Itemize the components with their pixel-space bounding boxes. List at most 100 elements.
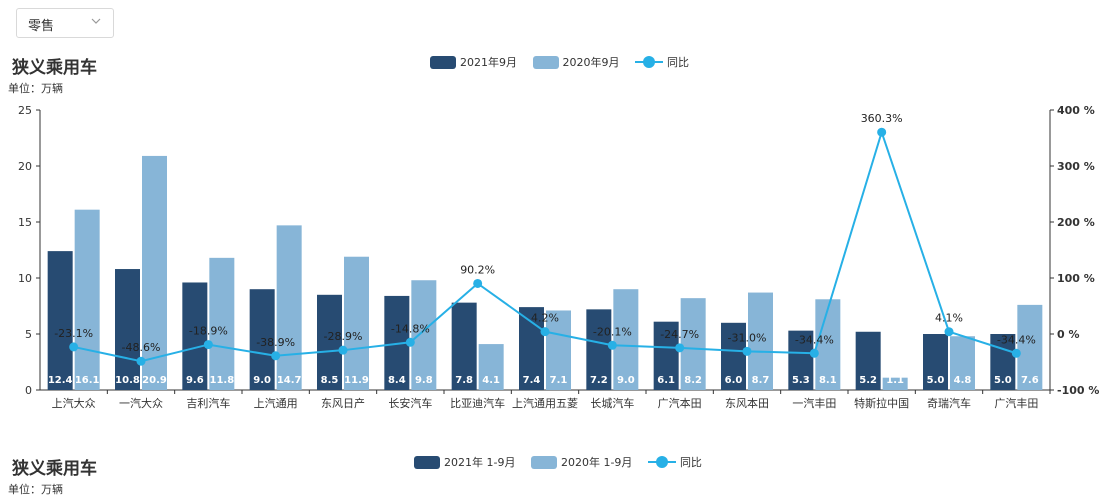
- legend-item[interactable]: 同比: [647, 454, 702, 470]
- bar-value-label: 12.4: [48, 375, 73, 386]
- y2-tick-label: 400 %: [1057, 104, 1095, 117]
- x-tick-label: 一汽丰田: [792, 396, 836, 410]
- bar-2021: [586, 309, 612, 390]
- bar-2021: [990, 334, 1016, 390]
- yoy-data-label: -34.4%: [997, 333, 1036, 346]
- bar-2020: [680, 298, 706, 390]
- yoy-data-label: 360.3%: [861, 112, 903, 125]
- y2-tick-label: 100 %: [1057, 272, 1095, 285]
- bar-2020: [815, 299, 841, 390]
- legend-line-marker: [647, 456, 676, 468]
- legend-label: 2021年 1-9月: [444, 456, 516, 469]
- yoy-point: [540, 327, 550, 337]
- bar-value-label: 1.1: [886, 375, 904, 386]
- yoy-point: [1011, 348, 1021, 358]
- bar-2021: [653, 321, 679, 390]
- bar-value-label: 5.0: [927, 375, 945, 386]
- select-value: 零售: [28, 19, 55, 34]
- y2-tick-label: 0 %: [1057, 328, 1080, 341]
- bar-value-label: 6.0: [725, 375, 743, 386]
- bar-value-label: 8.7: [752, 375, 770, 386]
- bar-2020: [546, 310, 571, 390]
- x-tick-label: 长城汽车: [590, 396, 634, 410]
- legend-label: 2020年 1-9月: [560, 456, 633, 469]
- bar-2021: [182, 282, 208, 390]
- bar-2020: [882, 377, 908, 390]
- bar-value-label: 20.9: [142, 375, 167, 386]
- yoy-point: [405, 337, 415, 347]
- y2-tick-label: -100 %: [1057, 384, 1099, 397]
- yoy-point: [473, 278, 483, 288]
- legend-item[interactable]: 2020年9月: [532, 54, 620, 70]
- bar-value-label: 9.0: [617, 375, 635, 386]
- yoy-data-label: -18.9%: [189, 325, 228, 338]
- chevron-down-icon: [91, 18, 101, 24]
- bar-2021: [47, 251, 73, 390]
- legend-label: 2020年9月: [562, 56, 620, 69]
- yoy-data-label: 90.2%: [460, 263, 495, 276]
- bar-2020: [478, 344, 504, 390]
- bar-value-label: 8.2: [684, 375, 702, 386]
- bar-2021: [115, 269, 140, 390]
- x-tick-label: 特斯拉中国: [854, 396, 909, 410]
- yoy-point: [203, 340, 213, 350]
- y-tick-label: 20: [18, 160, 32, 173]
- bar-value-label: 5.3: [792, 375, 810, 386]
- bar-value-label: 9.8: [415, 375, 433, 386]
- bar-value-label: 8.5: [321, 375, 339, 386]
- yoy-point: [607, 340, 617, 350]
- sales-type-select[interactable]: 零售: [16, 8, 114, 38]
- yoy-point: [675, 343, 685, 353]
- bar-2020: [1017, 304, 1043, 390]
- bar-value-label: 4.8: [954, 375, 972, 386]
- yoy-data-label: -48.6%: [122, 341, 161, 354]
- y-tick-label: 0: [25, 384, 32, 397]
- bar-2021: [249, 289, 275, 390]
- legend-label: 2021年9月: [460, 56, 517, 69]
- bar-value-label: 7.4: [523, 375, 541, 386]
- bar-2021: [855, 331, 881, 390]
- bar-value-label: 4.1: [482, 375, 500, 386]
- yoy-point: [742, 346, 752, 356]
- y-tick-label: 5: [25, 328, 32, 341]
- yoy-data-label: 4.1%: [935, 312, 963, 325]
- chart-title: 狭义乘用车: [12, 58, 97, 78]
- x-tick-label: 一汽大众: [119, 396, 163, 410]
- legend-swatch: [530, 455, 557, 469]
- bar-2020: [950, 336, 975, 390]
- yoy-data-label: -23.1%: [54, 327, 93, 340]
- yoy-point: [877, 127, 887, 137]
- bar-value-label: 8.4: [388, 375, 406, 386]
- x-tick-label: 长安汽车: [388, 396, 432, 410]
- bar-value-label: 7.1: [550, 375, 568, 386]
- x-tick-label: 广汽本田: [658, 396, 702, 410]
- legend-item[interactable]: 2021年9月: [430, 54, 517, 70]
- legend-item[interactable]: 2020年 1-9月: [530, 454, 633, 470]
- chart-legend: 2021年9月 2020年9月 同比: [430, 54, 701, 70]
- yoy-data-label: -31.0%: [728, 331, 767, 344]
- bar-2020: [276, 225, 302, 390]
- yoy-data-label: -14.8%: [391, 322, 430, 335]
- x-tick-label: 奇瑞汽车: [927, 396, 971, 410]
- bar-value-label: 9.6: [186, 375, 204, 386]
- legend-item[interactable]: 2021年 1-9月: [414, 454, 515, 470]
- bar-2020: [344, 256, 369, 390]
- yoy-data-label: -34.4%: [795, 333, 834, 346]
- x-tick-label: 比亚迪汽车: [450, 396, 505, 410]
- x-tick-label: 东风日产: [321, 396, 365, 410]
- bar-value-label: 14.7: [277, 375, 302, 386]
- bar-value-label: 7.6: [1021, 375, 1039, 386]
- legend-item[interactable]: 同比: [635, 54, 689, 70]
- x-tick-label: 上汽通用: [254, 396, 298, 410]
- bar-value-label: 7.2: [590, 375, 608, 386]
- bar-value-label: 5.0: [994, 375, 1012, 386]
- y-tick-label: 10: [18, 272, 32, 285]
- chart-title: 狭义乘用车: [12, 459, 97, 479]
- bar-2021: [451, 302, 477, 390]
- yoy-data-label: -24.7%: [660, 328, 699, 341]
- bar-value-label: 10.8: [115, 375, 140, 386]
- bar-2021: [788, 330, 814, 390]
- bar-2021: [317, 294, 342, 390]
- bar-value-label: 11.9: [344, 375, 369, 386]
- yoy-data-label: -28.9%: [324, 330, 363, 343]
